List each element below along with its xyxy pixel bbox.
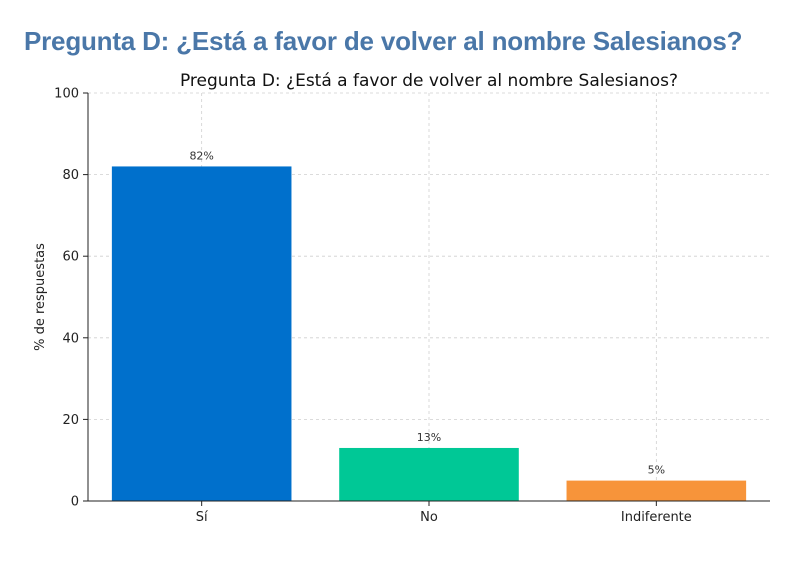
x-tick-label: Sí — [196, 510, 208, 525]
y-axis-label: % de respuestas — [33, 243, 48, 351]
tick-labels: 0 20 40 60 80 100 Sí No Indiferente — [54, 87, 692, 526]
y-tick-label: 40 — [62, 331, 79, 346]
y-tick-label: 80 — [62, 168, 79, 183]
x-tick-label: No — [420, 510, 438, 525]
y-tick-label: 20 — [62, 413, 79, 428]
bar — [566, 480, 747, 501]
data-label: 5% — [648, 464, 665, 477]
bar — [339, 447, 519, 501]
bar — [111, 166, 292, 501]
y-tick-label: 60 — [62, 250, 79, 265]
data-labels: 82% 13% 5% — [189, 149, 665, 476]
chart-title: Pregunta D: ¿Está a favor de volver al n… — [180, 71, 678, 91]
page-heading: Pregunta D: ¿Está a favor de volver al n… — [24, 26, 743, 56]
bars — [111, 166, 747, 501]
data-label: 13% — [417, 431, 441, 444]
data-label: 82% — [189, 149, 213, 162]
y-tick-label: 0 — [71, 495, 79, 510]
y-tick-label: 100 — [54, 87, 79, 102]
x-tick-label: Indiferente — [621, 510, 692, 525]
